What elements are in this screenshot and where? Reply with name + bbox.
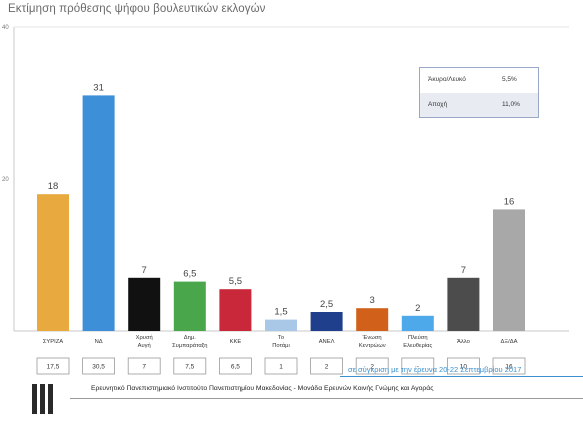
previous-value-box	[82, 357, 115, 375]
chart-title: Εκτίμηση πρόθεσης ψήφου βουλευτικών εκλο…	[8, 3, 266, 15]
category-label: Ελευθερίας	[403, 343, 432, 349]
data-label: 31	[93, 82, 104, 93]
category-label: ΑΝΕΛ	[319, 339, 335, 345]
category-label: Ένωση	[362, 335, 382, 341]
previous-value: 1	[279, 364, 283, 371]
previous-value-box	[310, 357, 344, 375]
category-label: Ποτάμι	[272, 342, 290, 349]
legend-value: 11,0%	[502, 101, 520, 108]
previous-value: 2	[370, 364, 374, 371]
previous-value: 7	[142, 364, 146, 371]
previous-value: -	[417, 364, 419, 371]
data-label: 5,5	[229, 276, 242, 287]
category-label: Συμπαράταξη	[172, 342, 207, 349]
previous-value-box	[173, 357, 207, 375]
institute-logo	[32, 384, 56, 414]
data-label: 6,5	[183, 269, 196, 280]
category-label: ΔΞ/ΔΑ	[501, 339, 518, 345]
category-label: Δημ.	[184, 335, 196, 341]
bar	[128, 277, 161, 331]
legend-row-abstention: Αποχή 11,0%	[420, 93, 538, 117]
legend-value: 5,5%	[502, 76, 517, 83]
note-underline	[340, 376, 583, 377]
category-label: ΝΔ	[95, 339, 103, 345]
data-label: 1,5	[274, 307, 287, 318]
category-label: Αυγή	[138, 342, 151, 349]
data-label: 2	[415, 303, 420, 314]
bar	[493, 209, 525, 331]
bar	[219, 289, 252, 331]
previous-value-box	[492, 357, 526, 375]
bar	[37, 194, 69, 331]
previous-value: 30,5	[92, 364, 105, 371]
bar	[173, 281, 206, 331]
y-tick-label: 40	[2, 25, 9, 31]
data-label: 2,5	[320, 299, 333, 310]
data-label: 16	[504, 196, 515, 207]
legend-row-invalid: Άκυρο/Λευκό 5,5%	[420, 68, 538, 92]
comparison-note: σε σύγκριση με την έρευνα 20-22 Σεπτεμβρ…	[348, 365, 522, 374]
legend-label: Αποχή	[428, 101, 448, 108]
category-label: Πλεύση	[408, 335, 428, 341]
data-label: 7	[461, 265, 466, 276]
previous-value: 7,5	[185, 364, 194, 371]
bar	[356, 308, 389, 331]
previous-value-box	[264, 357, 298, 375]
previous-value-box	[355, 357, 389, 375]
previous-value: 17,5	[47, 364, 60, 371]
category-label: Κεντρώων	[359, 343, 386, 349]
data-label: 18	[48, 181, 59, 192]
category-label: ΚΚΕ	[230, 339, 242, 345]
previous-value-box	[446, 357, 480, 375]
category-label: Χρυσή	[136, 334, 153, 341]
legend-box: Άκυρο/Λευκό 5,5% Αποχή 11,0%	[419, 67, 539, 118]
data-label: 7	[142, 265, 147, 276]
previous-value: 10	[460, 364, 468, 371]
footer-text: Ερευνητικό Πανεπιστημιακό Ινστιτούτο Παν…	[91, 385, 434, 392]
bar	[401, 315, 434, 331]
previous-value: 6,5	[231, 364, 240, 371]
category-label: Το	[278, 335, 284, 341]
previous-value-box	[401, 357, 435, 375]
previous-value-box	[36, 357, 70, 375]
previous-value: 16	[505, 364, 513, 371]
legend-label: Άκυρο/Λευκό	[428, 76, 466, 83]
previous-value: 2	[325, 364, 329, 371]
bar	[310, 312, 343, 331]
previous-value-box	[127, 357, 161, 375]
bar	[447, 277, 480, 331]
category-label: ΣΥΡΙΖΑ	[43, 339, 63, 345]
category-label: Άλλο	[457, 339, 470, 345]
bar	[265, 319, 297, 331]
data-label: 3	[370, 295, 375, 306]
bar	[82, 95, 115, 332]
y-tick-label: 20	[2, 177, 9, 183]
footer-divider	[70, 398, 583, 399]
previous-value-box	[218, 357, 252, 375]
